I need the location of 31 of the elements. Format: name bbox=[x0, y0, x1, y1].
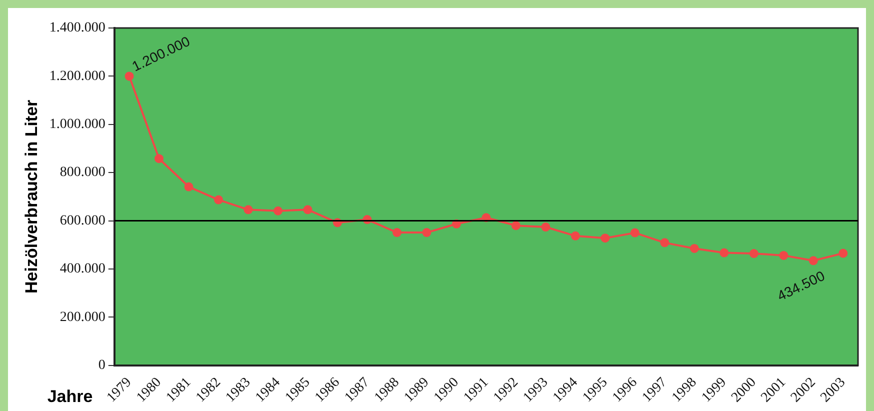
point bbox=[690, 244, 699, 253]
point bbox=[838, 248, 848, 258]
point bbox=[303, 205, 312, 214]
point bbox=[422, 228, 432, 238]
point bbox=[570, 231, 580, 240]
point bbox=[214, 195, 224, 204]
y-axis-title: Heizölverbrauch in Liter bbox=[22, 99, 41, 294]
y-tick-label: 800.000 bbox=[60, 165, 106, 180]
point bbox=[630, 228, 640, 238]
point bbox=[273, 206, 282, 216]
y-tick-label: 1.400.000 bbox=[49, 20, 106, 36]
point bbox=[808, 256, 818, 266]
point bbox=[392, 228, 402, 238]
y-tick-label: 600.000 bbox=[60, 213, 106, 228]
point bbox=[511, 221, 520, 230]
y-tick-label: 0 bbox=[98, 358, 106, 373]
point bbox=[184, 182, 194, 192]
point bbox=[660, 238, 670, 248]
y-tick-label: 400.000 bbox=[60, 262, 106, 277]
point bbox=[600, 234, 610, 243]
point bbox=[124, 72, 134, 81]
point bbox=[779, 250, 788, 260]
point bbox=[541, 222, 550, 232]
y-tick-label: 1.000.000 bbox=[49, 117, 106, 132]
x-axis-title: Jahre bbox=[47, 387, 93, 406]
y-tick-label: 200.000 bbox=[60, 310, 106, 325]
point bbox=[749, 249, 758, 258]
y-tick-label: 1.200.000 bbox=[49, 68, 106, 84]
point bbox=[154, 154, 164, 164]
point bbox=[244, 205, 253, 214]
point bbox=[720, 248, 729, 258]
